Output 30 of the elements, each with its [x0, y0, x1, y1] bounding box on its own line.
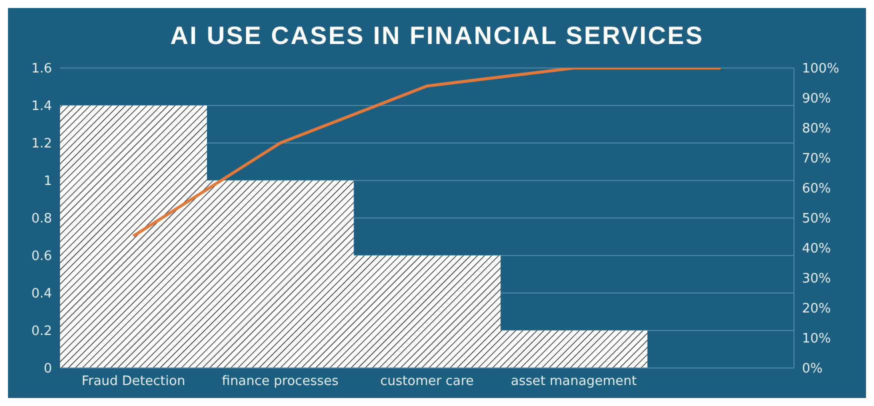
y2-tick-label: 0% [802, 362, 823, 377]
chart-title: AI USE CASES IN FINANCIAL SERVICES [169, 21, 705, 52]
x-tick-label: finance processes [222, 374, 339, 390]
x-tick-label: Fraud Detection [82, 374, 186, 390]
y-tick-label: 1.6 [31, 62, 52, 77]
x-tick-label: customer care [380, 374, 474, 390]
x-tick-label: asset management [510, 374, 637, 390]
y-tick-label: 1.4 [31, 99, 52, 114]
y2-tick-label: 20% [802, 302, 831, 317]
bar [354, 256, 501, 368]
bar [206, 180, 354, 368]
y-tick-label: 0.6 [31, 249, 52, 264]
y2-tick-label: 50% [802, 212, 831, 227]
y2-tick-label: 100% [802, 62, 840, 77]
y2-tick-label: 40% [802, 242, 831, 257]
y2-tick-label: 80% [802, 122, 831, 137]
y2-tick-label: 60% [802, 182, 831, 197]
y-tick-label: 1 [44, 174, 52, 190]
y-tick-label: 0.8 [31, 212, 52, 227]
y2-tick-label: 70% [802, 152, 831, 167]
bar [60, 106, 207, 368]
bar [500, 330, 648, 368]
y-tick-label: 0.2 [31, 324, 52, 340]
y2-tick-label: 90% [802, 92, 831, 107]
line-series [132, 68, 722, 238]
y-tick-label: 0 [44, 362, 52, 377]
y-tick-label: 1.2 [31, 136, 52, 152]
y-tick-label: 0.4 [31, 286, 52, 302]
y2-tick-label: 10% [802, 332, 831, 347]
y2-tick-label: 30% [802, 272, 831, 287]
